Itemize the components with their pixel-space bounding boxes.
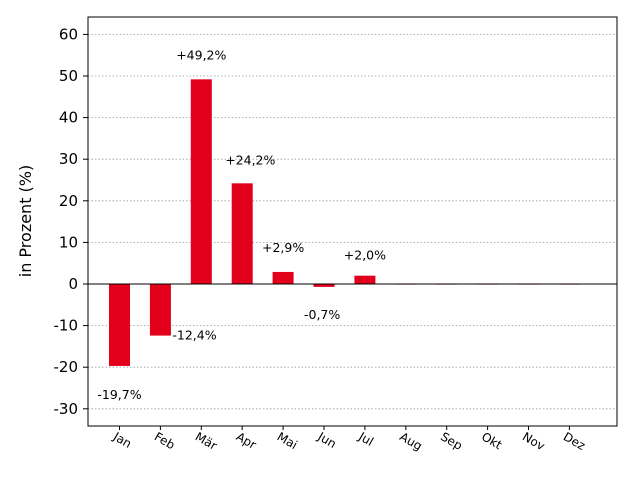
grid-lines <box>88 34 617 410</box>
data-label-Jul: +2,0% <box>344 248 386 263</box>
bar-Mär <box>190 79 212 284</box>
bar-Mai <box>272 271 294 284</box>
x-tick-label: Aug <box>397 429 424 453</box>
data-label-Mär: +49,2% <box>176 47 226 62</box>
x-tick-label: Jul <box>356 429 376 449</box>
y-tick-label: 40 <box>59 109 78 127</box>
bar-Feb <box>149 284 171 336</box>
y-tick-label: -30 <box>54 400 79 418</box>
bars <box>109 79 580 366</box>
axes: 60 50 40 30 20 10 0 -10 -20 -30 Jan Feb Mär Apr Mai Jun… <box>54 16 618 453</box>
data-label-Jan: -19,7% <box>97 387 141 402</box>
data-label-Apr: +24,2% <box>225 152 275 167</box>
y-tick-label: -10 <box>54 317 79 335</box>
y-tick-label: 60 <box>59 25 78 43</box>
bar-Apr <box>231 183 253 284</box>
bar-Jun <box>313 284 335 287</box>
y-tick-label: 30 <box>59 150 78 168</box>
x-tick-label: Sep <box>438 429 465 452</box>
x-tick-label: Jan <box>110 429 134 451</box>
y-tick-label: 20 <box>59 192 78 210</box>
data-labels: -19,7% -12,4% +49,2% +24,2% +2,9% -0,7% +2,0% <box>97 47 386 402</box>
y-tick-label: 0 <box>68 275 78 293</box>
bar-Jan <box>109 284 130 366</box>
bar-Jul <box>354 275 376 284</box>
x-tick-label: Okt <box>479 429 505 452</box>
x-tick-label: Dez <box>561 429 588 453</box>
x-tick-label: Nov <box>520 429 547 453</box>
x-tick-label: Jun <box>315 429 339 451</box>
y-tick-label: -20 <box>54 358 79 376</box>
x-tick-label: Mär <box>193 429 220 452</box>
y-tick-label: 50 <box>59 67 78 85</box>
y-axis-label: in Prozent (%) <box>16 165 35 277</box>
data-label-Feb: -12,4% <box>172 328 216 343</box>
x-tick-label: Mai <box>275 429 300 452</box>
plot-frame <box>87 16 618 427</box>
x-tick-label: Feb <box>152 429 177 452</box>
data-label-Mai: +2,9% <box>262 240 304 255</box>
x-tick-label: Apr <box>234 429 259 452</box>
y-tick-label: 10 <box>59 233 78 251</box>
data-label-Jun: -0,7% <box>304 307 340 322</box>
